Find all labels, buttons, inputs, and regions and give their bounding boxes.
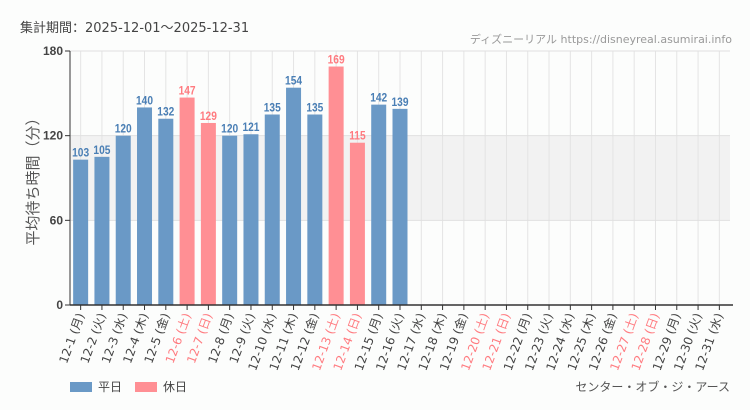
y-tick-label: 180 (43, 44, 63, 58)
y-axis-label: 平均待ち時間（分） (24, 110, 42, 245)
attraction-name: センター・オブ・ジ・アース (575, 380, 730, 394)
data-label: 169 (328, 54, 345, 67)
bar (392, 108, 408, 305)
bar (115, 135, 131, 305)
credit-text: ディズニーリアル https://disneyreal.asumirai.inf… (469, 33, 732, 46)
bar (179, 97, 195, 305)
data-label: 115 (349, 130, 365, 143)
bar (73, 159, 89, 305)
bar (371, 104, 387, 305)
data-label: 140 (136, 95, 153, 108)
bar (158, 118, 174, 305)
legend-weekday-swatch (70, 381, 92, 392)
legend-holiday: 休日 (135, 378, 187, 395)
bar (349, 142, 365, 305)
bar (307, 114, 323, 305)
data-label: 135 (306, 102, 323, 115)
data-label: 135 (264, 102, 281, 115)
y-tick-label: 120 (43, 129, 63, 143)
bar (94, 156, 110, 305)
data-label: 129 (200, 110, 217, 123)
y-tick-label: 60 (50, 213, 64, 227)
bar (243, 134, 259, 305)
data-label: 120 (221, 123, 238, 136)
data-label: 132 (157, 106, 174, 119)
bar (328, 66, 344, 306)
legend-weekday-label: 平日 (98, 380, 123, 394)
bar (264, 114, 280, 305)
data-label: 142 (370, 92, 387, 105)
bar (286, 87, 302, 305)
bar (222, 135, 238, 305)
data-label: 103 (72, 147, 89, 160)
legend-holiday-label: 休日 (163, 380, 188, 394)
data-label: 105 (93, 144, 110, 157)
data-label: 120 (115, 123, 132, 136)
period-text: 集計期間：2025-12-01～2025-12-31 (20, 21, 250, 36)
data-label: 139 (391, 96, 408, 109)
bar (200, 122, 216, 305)
y-tick-label: 0 (56, 298, 63, 312)
data-label: 121 (242, 122, 259, 135)
legend-weekday: 平日 (70, 378, 122, 395)
data-label: 147 (179, 85, 196, 98)
bar (137, 107, 153, 305)
data-label: 154 (285, 75, 303, 88)
legend-holiday-swatch (135, 381, 157, 392)
